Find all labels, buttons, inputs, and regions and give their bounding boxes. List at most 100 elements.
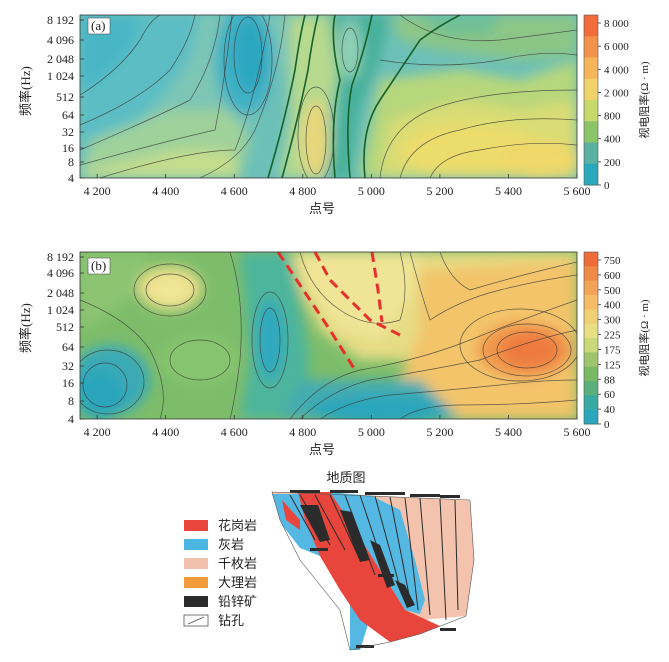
colorbar-tick-label: 40: [604, 404, 616, 416]
colorbar-tick-label: 400: [604, 134, 621, 146]
panel-b-y-tick-label: 4: [68, 412, 74, 426]
panel-a-x-tick-label: 5 600: [564, 184, 591, 198]
colorbar-tick-label: 8 000: [604, 18, 629, 30]
colorbar-segment: [584, 15, 598, 37]
colorbar-segment: [584, 142, 598, 165]
panel-a-x-tick-label: 5 200: [426, 184, 453, 198]
panel-a-y-tick-label: 1 024: [47, 69, 74, 83]
geology-title: 地质图: [326, 470, 365, 485]
legend-swatch-granite: [184, 520, 208, 531]
colorbar-segment: [584, 323, 598, 339]
legend-label-limestone: 灰岩: [218, 537, 244, 552]
panel-b-x-tick-label: 4 800: [289, 425, 316, 439]
panel-b-x-tick-label: 4 400: [152, 425, 179, 439]
panel-b-y-tick-label: 64: [62, 340, 74, 354]
legend-item-lead-zinc-ore: 铅锌矿: [184, 594, 257, 609]
panel-b-x-tick-label: 4 600: [221, 425, 248, 439]
panel-b-y-tick-label: 16: [62, 376, 74, 390]
colorbar-segment: [584, 78, 598, 101]
panel-a-y-tick-label: 8: [68, 155, 74, 169]
legend-swatch-limestone: [184, 539, 208, 550]
panel-b-heatmap: [80, 252, 577, 419]
panel-a-y-tick-label: 4: [68, 171, 74, 185]
panel-a-x-tick-label: 5 400: [495, 184, 522, 198]
colorbar-segment: [584, 395, 598, 411]
colorbar-tick-label: 500: [604, 285, 621, 297]
panel-a-plot-area: (a): [79, 14, 578, 179]
colorbar-tick-label: 4 000: [604, 64, 629, 76]
colorbar-segment: [584, 381, 598, 396]
legend-label-ore: 铅锌矿: [218, 594, 257, 609]
colorbar-segment: [584, 409, 598, 425]
panel-b-y-tick-label: 2 048: [47, 286, 74, 300]
panel-b-plot-area: (b): [79, 251, 578, 420]
panel-a-x-tick-label: 4 600: [221, 184, 248, 198]
legend-label-phyllite: 千枚岩: [218, 556, 257, 571]
panel-b-xlabel: 点号: [309, 442, 335, 457]
panel-b-tag: (b): [91, 258, 106, 273]
panel-b-tag-box: [87, 257, 111, 275]
panel-a-ylabel: 频率(Hz): [18, 66, 33, 116]
colorbar-segment: [584, 352, 598, 368]
panel-b-colorbar-label: 视电阻率(Ω · m): [637, 299, 651, 377]
panel-b-axes: 4 200 4 400 4 600 4 800 5 000 5 200 5 400 5 600…: [47, 250, 591, 439]
colorbar-tick-label: 125: [604, 359, 621, 371]
panel-a-xlabel: 点号: [309, 201, 335, 216]
colorbar-tick-label: 88: [604, 374, 616, 386]
colorbar-segment: [584, 100, 598, 122]
geology-cross-section: [271, 490, 475, 651]
colorbar-segment: [584, 252, 598, 267]
colorbar-tick-label: 6 000: [604, 41, 629, 53]
colorbar-segment: [584, 338, 598, 353]
panel-b-x-tick-label: 5 000: [358, 425, 385, 439]
panel-a-y-tick-label: 32: [62, 125, 74, 139]
panel-a-y-tick-label: 64: [62, 108, 74, 122]
panel-a-tag-box: [87, 17, 111, 35]
colorbar-tick-label: 200: [604, 157, 621, 169]
colorbar-tick-label: 175: [604, 344, 621, 356]
colorbar-frame: [583, 14, 599, 186]
panel-b-y-tick-label: 32: [62, 359, 74, 373]
panel-b-y-tick-label: 8: [68, 394, 74, 408]
panel-a-tag: (a): [91, 18, 105, 33]
colorbar-segment: [584, 295, 598, 310]
colorbar-segment: [584, 266, 598, 282]
panel-a-y-tick-label: 2 048: [47, 52, 74, 66]
colorbar-tick-label: 400: [604, 300, 621, 312]
panel-a-x-tick-label: 4 200: [84, 184, 111, 198]
colorbar-tick-label: 60: [604, 389, 616, 401]
colorbar-tick-label: 750: [604, 255, 621, 267]
legend-item-granite: 花岗岩: [184, 518, 257, 533]
colorbar-tick-label: 0: [604, 419, 610, 431]
colorbar-tick-label: 800: [604, 111, 621, 123]
panel-a-colorbar: 8 000 6 000 4 000 2 000 800 400 200 0: [583, 14, 629, 192]
panel-a-x-tick-label: 5 000: [358, 184, 385, 198]
legend-label-marble: 大理岩: [218, 575, 257, 590]
panel-b-y-tick-label: 1 024: [47, 303, 74, 317]
panel-b-ylabel: 频率(Hz): [18, 303, 33, 353]
colorbar-segment: [584, 36, 598, 58]
legend-item-limestone: 灰岩: [184, 537, 244, 552]
panel-a-x-tick-label: 4 800: [289, 184, 316, 198]
panel-a-colorbar-label: 视电阻率(Ω · m): [637, 61, 651, 139]
legend-swatch-ore: [184, 596, 208, 607]
panel-b-y-tick-label: 512: [56, 320, 74, 334]
panel-b-x-tick-label: 5 600: [564, 425, 591, 439]
colorbar-segment: [584, 309, 598, 325]
panel-a-y-tick-label: 4 096: [47, 33, 74, 47]
legend-item-marble: 大理岩: [184, 575, 257, 590]
colorbar-tick-label: 600: [604, 270, 621, 282]
colorbar-tick-label: 0: [604, 180, 610, 192]
colorbar-tick-label: 225: [604, 330, 621, 342]
legend-swatch-phyllite: [184, 558, 208, 569]
legend-swatch-marble: [184, 577, 208, 588]
panel-b-x-tick-label: 5 400: [495, 425, 522, 439]
panel-a-heatmap: [80, 15, 577, 178]
panel-b-x-tick-label: 4 200: [84, 425, 111, 439]
colorbar-segment: [584, 163, 598, 186]
panel-b-y-tick-label: 8 192: [47, 250, 74, 264]
drillhole-icon: [187, 616, 205, 625]
panel-a-y-tick-label: 16: [62, 141, 74, 155]
